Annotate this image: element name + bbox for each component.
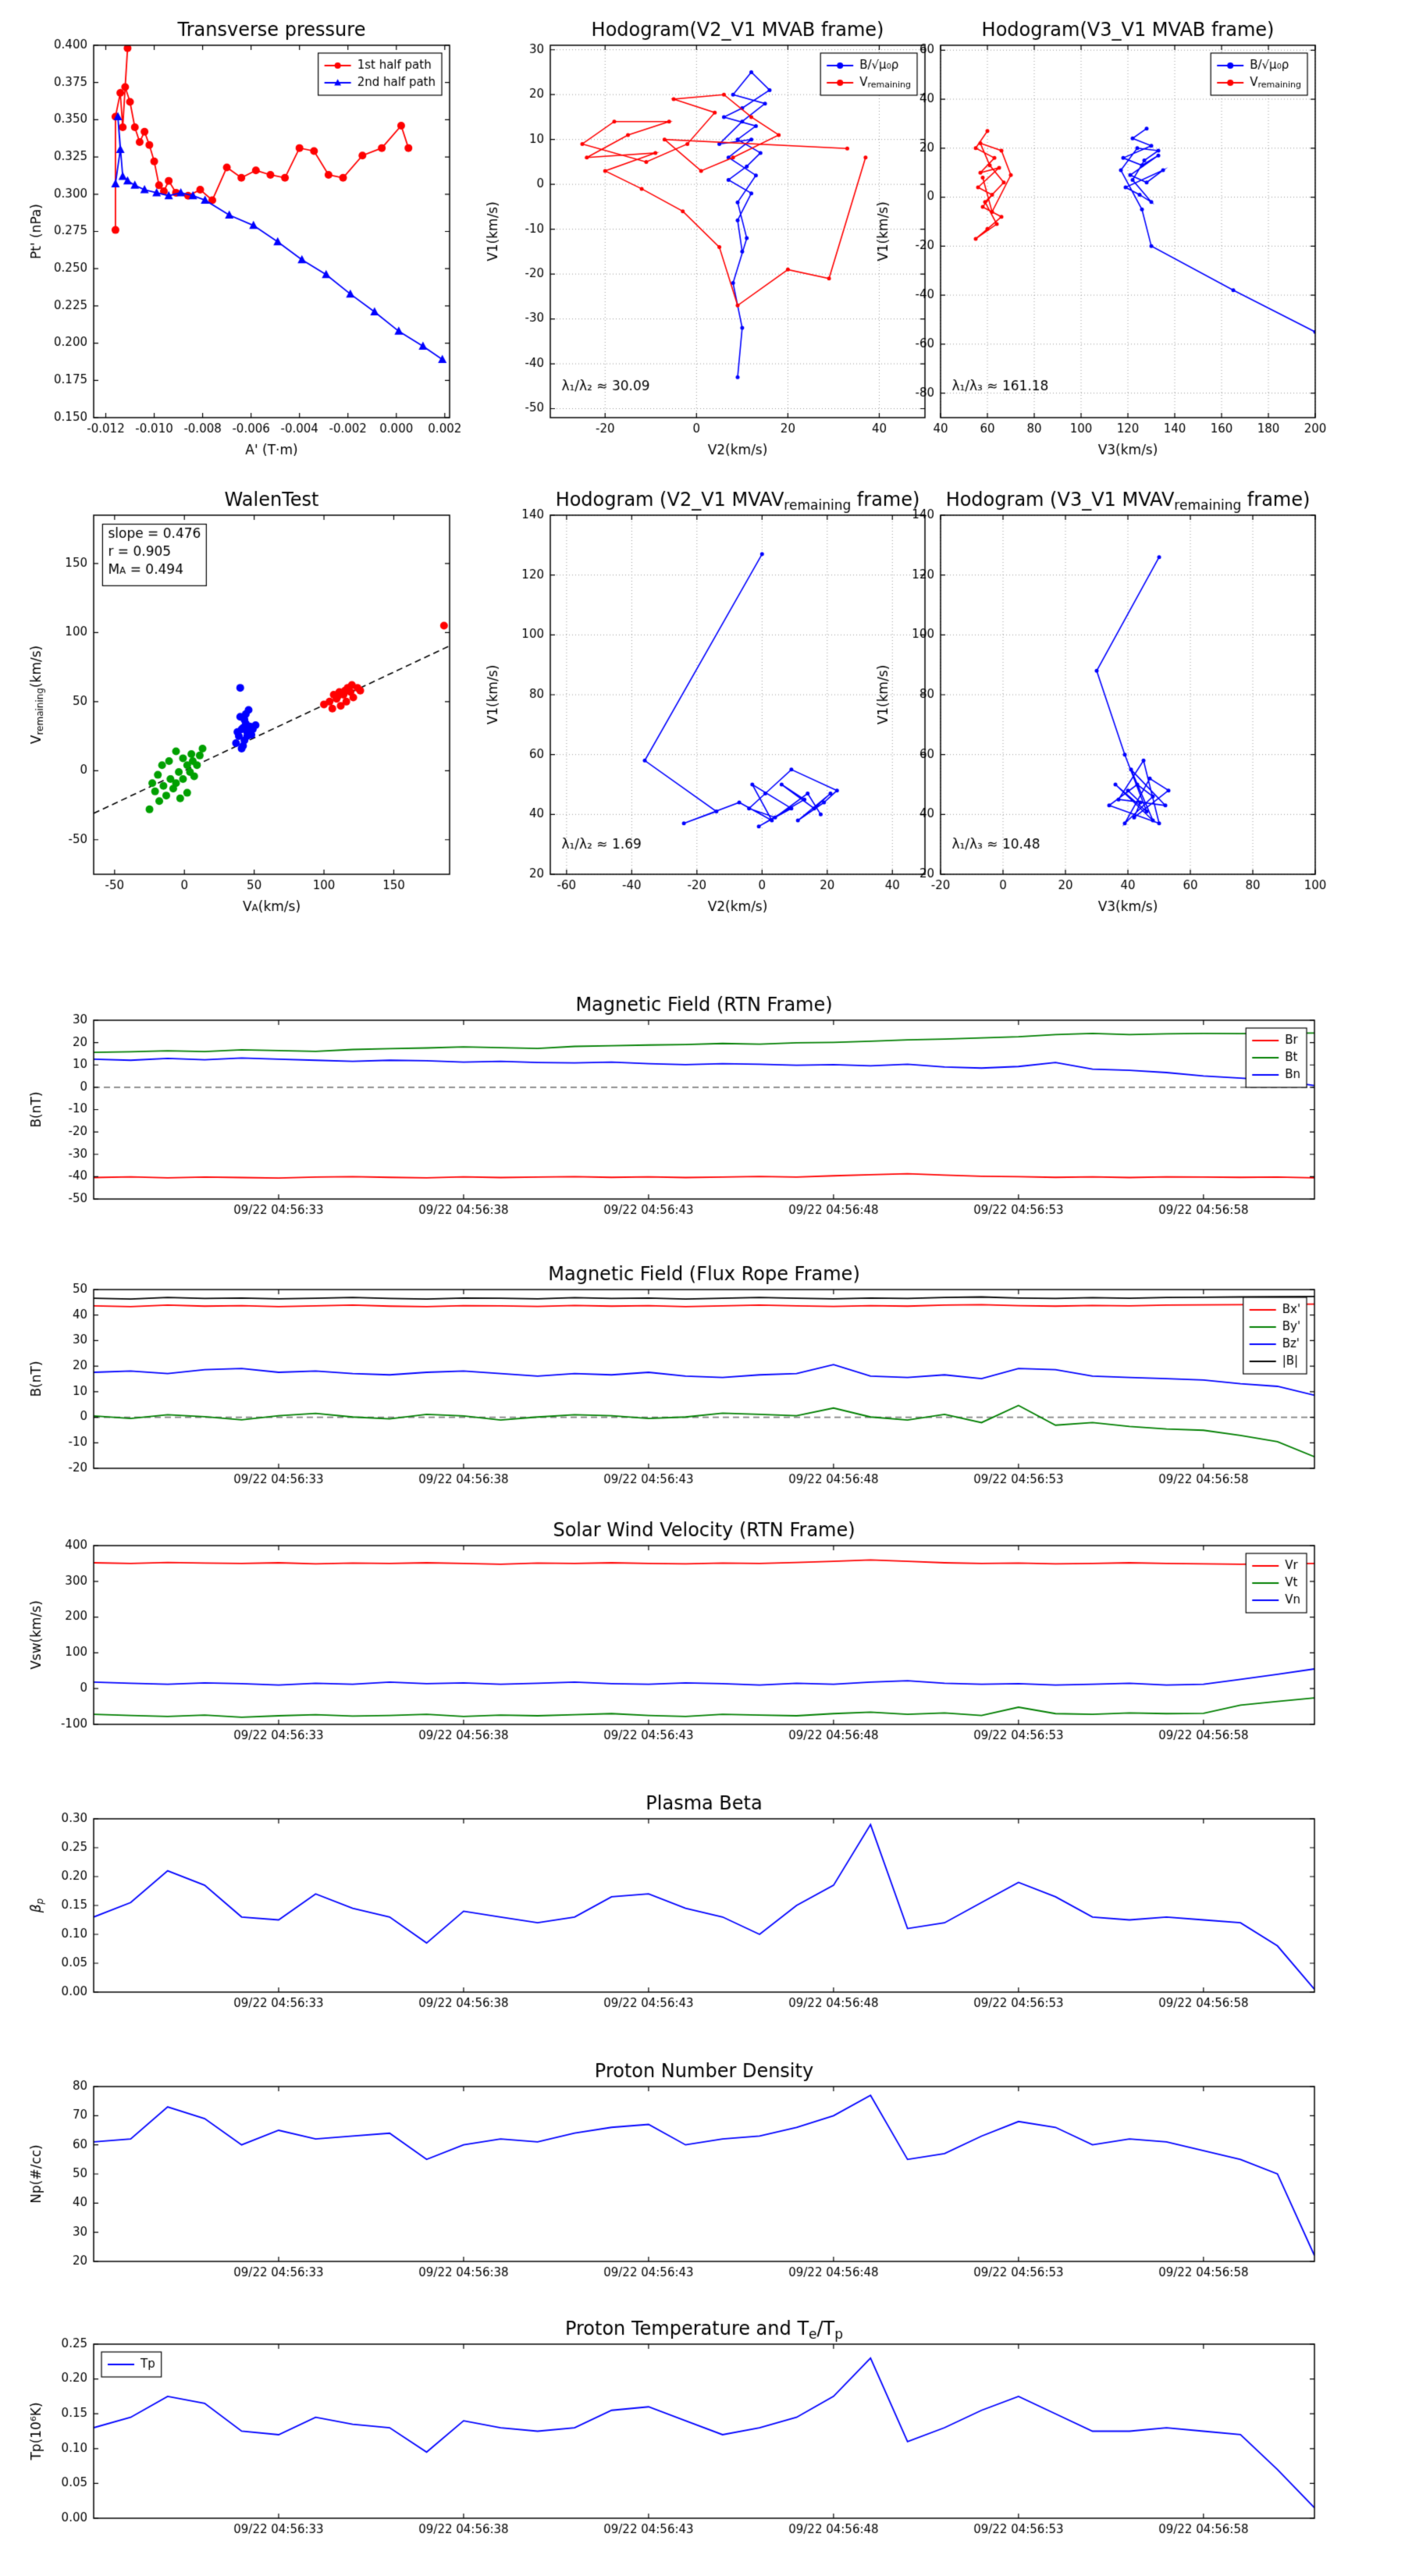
chart-proton-number-density bbox=[12, 2044, 1361, 2312]
chart-transverse-pressure bbox=[12, 2, 496, 468]
chart-hodogram-v3v1-mvav-remaining bbox=[859, 472, 1362, 925]
chart-magnetic-field-flux-rope bbox=[12, 1247, 1361, 1519]
chart-proton-temperature bbox=[12, 2301, 1361, 2569]
chart-magnetic-field-rtn bbox=[12, 977, 1361, 1250]
chart-solar-wind-velocity bbox=[12, 1503, 1361, 1775]
chart-walen-test bbox=[12, 472, 496, 925]
chart-hodogram-v3v1-mvab bbox=[859, 2, 1362, 468]
chart-plasma-beta bbox=[12, 1776, 1361, 2043]
